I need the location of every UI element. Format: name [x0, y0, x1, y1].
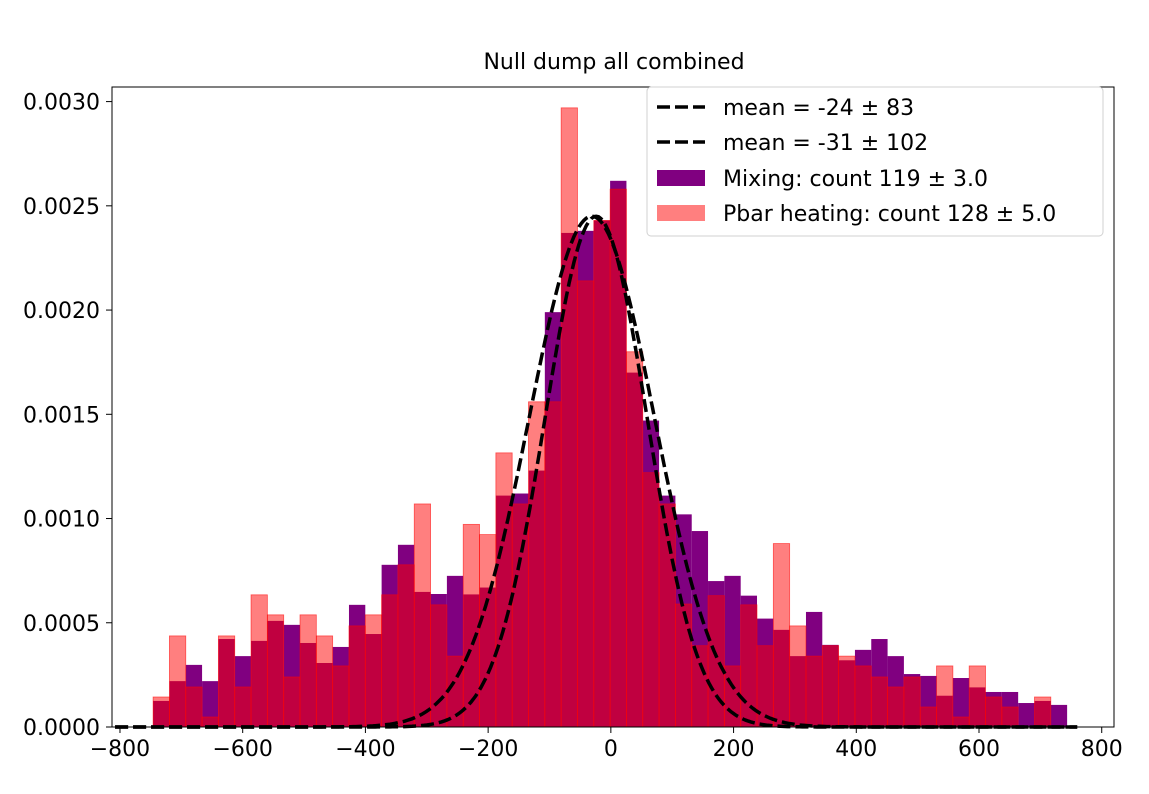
y-tick-label: 0.0000 — [23, 716, 100, 741]
x-tick-label: 800 — [1081, 737, 1123, 762]
pbar-bar — [593, 220, 611, 728]
y-tick-label: 0.0020 — [23, 299, 100, 324]
mixing-bar — [1050, 704, 1068, 727]
pbar-bar — [413, 503, 431, 728]
pbar-bar — [234, 686, 252, 728]
pbar-bar — [707, 595, 725, 728]
pbar-bar — [332, 665, 350, 728]
pbar-bar — [919, 706, 937, 728]
pbar-bar — [495, 452, 513, 728]
pbar-bar — [250, 594, 268, 728]
pbar-bar — [528, 401, 546, 728]
pbar-bar — [299, 614, 317, 728]
y-axis: 0.0000 0.0005 0.0010 0.0015 0.0020 0.0025 0.00… — [23, 91, 112, 741]
pbar-bar — [544, 401, 562, 728]
x-tick-label: 600 — [958, 737, 1000, 762]
pbar-bar — [266, 614, 285, 728]
pbar-bar — [315, 635, 334, 728]
x-tick-label: −400 — [335, 737, 395, 762]
bars-layer — [152, 107, 1068, 728]
pbar-bar — [511, 503, 529, 728]
pbar-bar — [691, 645, 709, 728]
pbar-bar — [985, 696, 1003, 728]
legend: mean = -24 ± 83 mean = -31 ± 102 Mixing:… — [646, 86, 1104, 237]
mixing-bar — [202, 681, 219, 727]
legend-swatch-pbar — [657, 205, 705, 221]
legend-label-pbar: Pbar heating: count 128 ± 5.0 — [723, 202, 1056, 227]
legend-label-fit-1: mean = -24 ± 83 — [723, 96, 914, 121]
pbar-bar — [903, 676, 921, 728]
legend-label-fit-2: mean = -31 ± 102 — [723, 131, 928, 156]
x-tick-label: −600 — [212, 737, 272, 762]
pbar-bar — [560, 107, 578, 728]
pbar-bar — [397, 564, 415, 728]
pbar-bar — [479, 534, 497, 728]
mixing-bar — [1018, 703, 1035, 727]
pbar-bar — [283, 676, 301, 728]
pbar-bar — [609, 188, 627, 728]
pbar-bar — [348, 625, 366, 728]
pbar-bar — [1034, 696, 1052, 728]
y-tick-label: 0.0015 — [23, 403, 100, 428]
mixing-bar — [952, 678, 970, 727]
pbar-bar — [887, 686, 905, 728]
chart-title: Null dump all combined — [483, 50, 744, 75]
pbar-bar — [430, 604, 448, 728]
pbar-bar — [626, 351, 644, 728]
y-tick-label: 0.0010 — [23, 508, 100, 533]
y-tick-label: 0.0030 — [23, 91, 100, 116]
pbar-bar — [968, 665, 986, 728]
pbar-bar — [675, 603, 693, 728]
pbar-bar — [185, 686, 203, 728]
x-axis: −800 −600 −400 −200 0 200 400 600 800 — [90, 727, 1123, 762]
x-tick-label: 400 — [835, 737, 877, 762]
x-tick-label: −800 — [90, 737, 150, 762]
pbar-bar — [854, 665, 872, 728]
legend-label-mixing: Mixing: count 119 ± 3.0 — [723, 167, 988, 192]
y-tick-label: 0.0025 — [23, 195, 100, 220]
pbar-bar — [364, 614, 383, 728]
pbar-bar — [870, 676, 888, 728]
y-tick-label: 0.0005 — [23, 612, 100, 637]
pbar-bar — [772, 543, 791, 728]
pbar-bar — [152, 696, 170, 728]
pbar-bar — [936, 665, 954, 728]
plot-frame — [111, 86, 1115, 728]
pbar-bar — [169, 635, 187, 728]
x-tick-label: 0 — [604, 737, 618, 762]
pbar-bar — [217, 635, 236, 728]
x-tick-label: 200 — [713, 737, 755, 762]
pbar-bar — [789, 625, 807, 728]
pbar-bar — [658, 503, 676, 728]
legend-frame — [646, 86, 1104, 237]
pbar-bar — [805, 655, 823, 728]
pbar-bar — [381, 594, 399, 728]
pbar-bar — [577, 280, 595, 728]
pbar-bar — [838, 655, 856, 728]
x-tick-label: −200 — [458, 737, 518, 762]
legend-swatch-mixing — [657, 170, 705, 186]
pbar-bar — [821, 645, 840, 728]
pbar-bar — [642, 472, 660, 728]
pbar-bar — [1001, 706, 1019, 728]
